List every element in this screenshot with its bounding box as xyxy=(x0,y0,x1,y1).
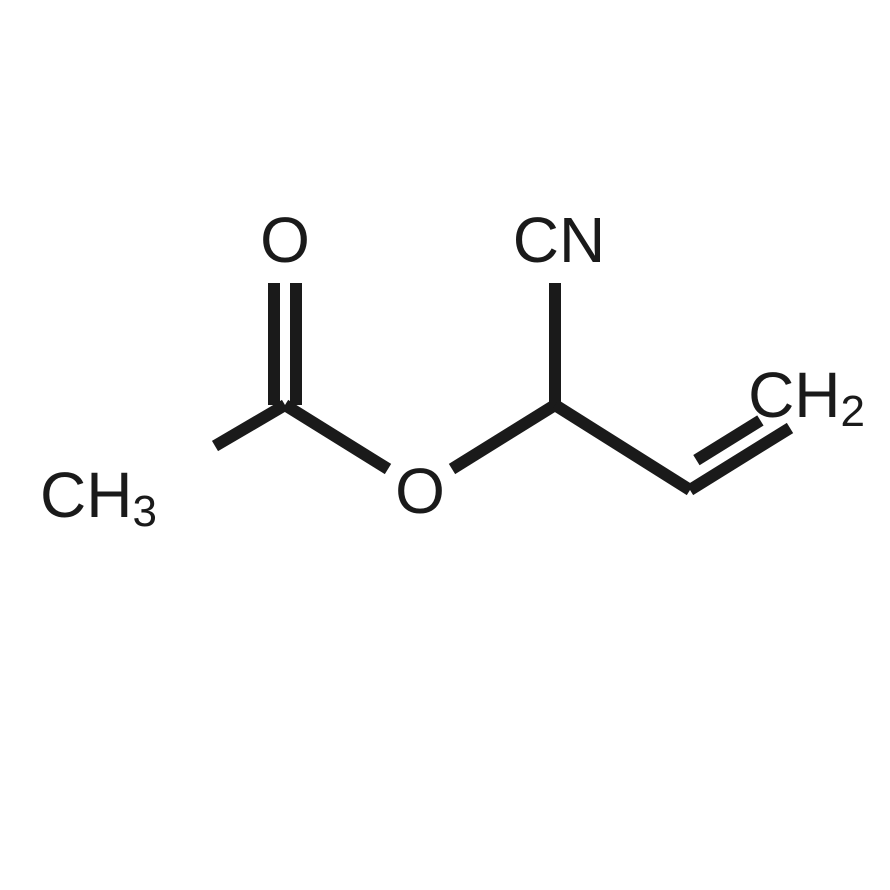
bond xyxy=(452,405,555,469)
bond xyxy=(215,405,285,446)
atom-label-CH3: CH3 xyxy=(40,459,157,536)
atom-label-O_single: O xyxy=(395,455,445,527)
bond xyxy=(285,405,388,469)
bond xyxy=(555,405,690,490)
atom-label-CH2: CH2 xyxy=(748,359,865,436)
atom-label-O_dbl: O xyxy=(260,204,310,276)
chemical-structure-diagram: CH3 O O CN CH2 xyxy=(0,0,890,890)
atom-label-CN: CN xyxy=(513,204,605,276)
